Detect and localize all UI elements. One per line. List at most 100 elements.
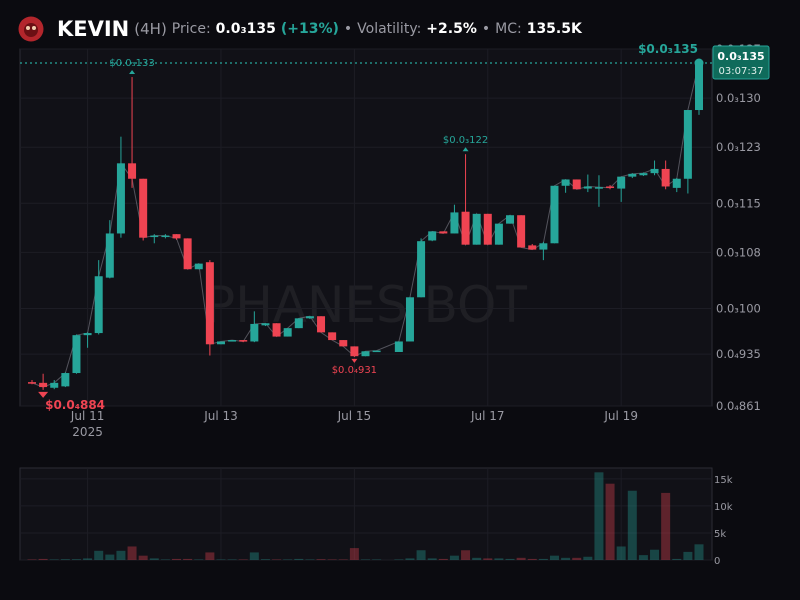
candle-body [339, 340, 348, 347]
volume-bar [505, 558, 515, 560]
candle-body [305, 316, 314, 319]
price-tag-label: 0.0₃135 [717, 50, 764, 63]
volume-bar [549, 555, 559, 560]
candle-body [528, 245, 537, 250]
volume-panel [19, 467, 713, 561]
annotation-marker [462, 147, 469, 152]
volume-bar [227, 559, 237, 560]
volume-bar [583, 556, 593, 560]
y-tick-label: 0.0₃130 [716, 91, 761, 105]
candle-body [695, 63, 703, 111]
candle-body [161, 235, 170, 238]
volume-bar [672, 558, 682, 560]
candle-body [394, 341, 403, 352]
volume-tick-label: 5k [714, 529, 726, 540]
volume-bar [627, 490, 637, 560]
volume-bar [483, 558, 493, 560]
volume-bar [405, 558, 415, 560]
volume-bar [494, 558, 504, 560]
candle-body [572, 179, 581, 190]
candle-body [139, 178, 148, 238]
volume-bar [472, 557, 482, 560]
watermark: PHANES BOT [205, 276, 527, 334]
candle-body [661, 168, 670, 187]
candle-body [105, 233, 114, 278]
volume-bar [372, 559, 382, 560]
y-tick-label: 0.0₃123 [716, 140, 761, 154]
market-cap: 135.5K [526, 21, 582, 37]
volume-bar [71, 559, 81, 560]
candle-body [294, 318, 303, 329]
candle-body [483, 213, 492, 245]
volume-bar [194, 559, 204, 560]
volume-bar [416, 550, 426, 560]
candle-body [239, 340, 248, 342]
volume-bar [172, 558, 182, 560]
interval: (4H) [134, 20, 167, 38]
candle-body [450, 212, 459, 234]
volume-bar [216, 559, 226, 560]
annotation-label: $0.0₄931 [332, 365, 377, 376]
candle-body [594, 187, 603, 189]
candle-body [405, 297, 414, 342]
volume-bar [149, 558, 159, 560]
volume-bar [616, 546, 626, 560]
candle-body [250, 323, 259, 342]
volume-bar [527, 558, 537, 560]
x-tick-label: Jul 13 [203, 409, 238, 423]
volume-bar [572, 557, 582, 560]
volume-bar [238, 559, 248, 560]
volume-bar [283, 559, 293, 560]
candle-body [128, 163, 137, 179]
token-name: KEVIN [57, 17, 130, 41]
candle-body [506, 215, 515, 224]
volume-bar [650, 549, 660, 560]
volume-bar [594, 472, 604, 560]
candle-body [317, 316, 326, 333]
candle-body [372, 350, 381, 353]
volume-bar [94, 550, 104, 560]
candle-body [28, 382, 36, 384]
volume-tick-label: 15k [714, 475, 733, 486]
price: 0.0₃135 [215, 21, 276, 37]
candle-body [539, 243, 548, 250]
candle-body [561, 179, 570, 186]
annotation-marker [38, 391, 49, 398]
volume-bar [83, 558, 93, 560]
candle-body [472, 213, 481, 245]
candle-body [361, 351, 370, 357]
y-tick-label: 0.0₄861 [716, 399, 761, 413]
candle-body [272, 323, 281, 337]
annotation-label: $0.0₃122 [443, 135, 488, 146]
candle-body [94, 276, 103, 334]
volume-bar [49, 559, 59, 560]
annotation-label: $0.0₃133 [109, 58, 154, 69]
volume-bar [294, 558, 304, 560]
candle-body [50, 382, 59, 388]
candle-body [650, 168, 659, 174]
candle-body [517, 215, 526, 248]
candle-body [194, 263, 203, 270]
volume-bar [249, 552, 259, 560]
candle-body [150, 235, 159, 238]
volume-bar [461, 550, 471, 560]
volume-bar [327, 559, 337, 560]
volume-bar [427, 558, 437, 560]
last-price-dot [694, 58, 704, 68]
volume-bar [272, 559, 282, 560]
volume-bar [361, 559, 370, 560]
candle-body [283, 328, 292, 337]
candle-body [439, 231, 448, 234]
x-tick-label: Jul 17 [470, 409, 505, 423]
candle-body [72, 335, 81, 374]
volume-bar [60, 559, 70, 560]
x-tick-label: Jul 19 [603, 409, 638, 423]
candle-body [606, 186, 615, 188]
candle-body [228, 340, 237, 342]
volume-bar [561, 557, 571, 560]
volume-bar [38, 558, 48, 560]
token-logo [18, 16, 44, 42]
annotation-label: $0.0₄884 [45, 398, 105, 412]
candle-body [494, 223, 503, 245]
